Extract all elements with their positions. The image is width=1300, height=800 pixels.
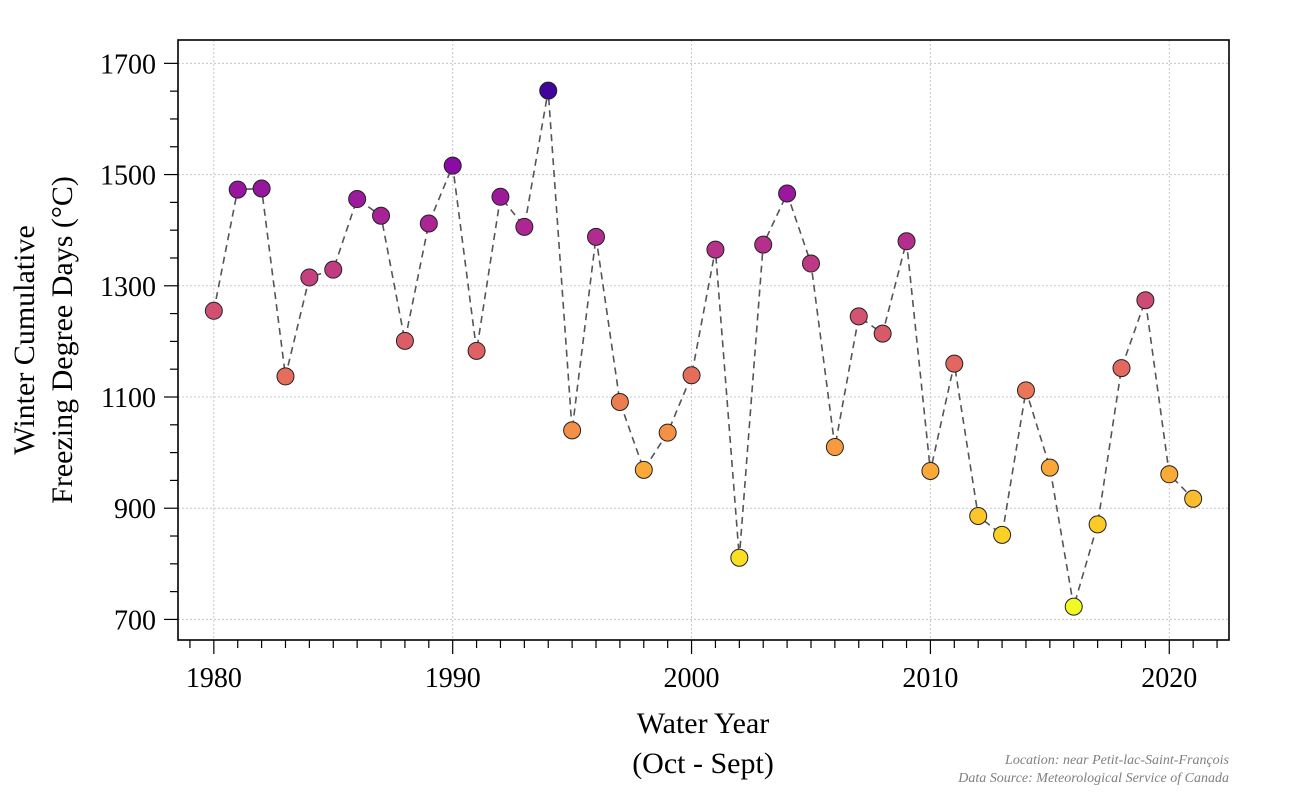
data-point — [443, 156, 462, 175]
data-point — [348, 190, 367, 209]
data-point — [849, 307, 868, 326]
data-point — [467, 341, 486, 360]
data-point — [324, 260, 343, 279]
x-axis: 1980 1990 2000 2010 2020 — [186, 640, 1218, 694]
data-point — [1016, 381, 1035, 400]
y-tick-label: 700 — [114, 605, 156, 636]
data-point — [563, 421, 582, 440]
data-point — [491, 187, 510, 206]
data-point — [300, 268, 319, 287]
data-point — [610, 393, 629, 412]
data-point — [801, 254, 820, 273]
data-point — [993, 525, 1012, 544]
y-axis-subtitle: Freezing Degree Days (°C) — [46, 176, 79, 504]
data-point — [873, 324, 892, 343]
data-point — [754, 235, 773, 254]
data-point — [658, 423, 677, 442]
x-tick-label: 2000 — [664, 663, 720, 694]
data-point — [252, 179, 271, 198]
data-point — [682, 366, 701, 385]
plot-frame — [177, 39, 1230, 641]
data-point — [1136, 291, 1155, 310]
y-axis-title: Winter Cumulative — [8, 225, 41, 455]
data-point — [228, 180, 247, 199]
x-tick-label: 2020 — [1141, 663, 1197, 694]
data-point — [945, 354, 964, 373]
data-point — [1112, 359, 1131, 378]
y-tick-label: 1500 — [100, 161, 156, 192]
data-point — [1160, 465, 1179, 484]
data-point — [730, 548, 749, 567]
x-tick-label: 2010 — [902, 663, 958, 694]
data-point — [1064, 597, 1083, 616]
data-point — [372, 206, 391, 225]
location-note: Location: near Petit-lac-Saint-François — [1004, 753, 1230, 768]
data-point — [1040, 458, 1059, 477]
x-tick-label: 1980 — [186, 663, 242, 694]
y-tick-label: 1700 — [100, 49, 156, 80]
data-point — [276, 367, 295, 386]
data-point — [587, 227, 606, 246]
y-tick-label: 1100 — [101, 383, 156, 414]
series-connector-line — [213, 90, 1194, 607]
data-point — [419, 214, 438, 233]
x-axis-subtitle: (Oct - Sept) — [632, 747, 774, 780]
data-point — [825, 438, 844, 457]
grid — [178, 40, 1229, 640]
data-point — [921, 461, 940, 480]
y-tick-label: 900 — [114, 494, 156, 525]
x-tick-label: 1990 — [425, 663, 481, 694]
data-point — [969, 506, 988, 525]
data-point — [897, 232, 916, 251]
data-point — [706, 240, 725, 259]
data-point — [778, 184, 797, 203]
x-axis-title: Water Year — [637, 707, 770, 740]
data-point — [539, 81, 558, 100]
y-axis: 700 900 1100 1300 1500 1700 — [100, 49, 178, 636]
data-point — [395, 331, 414, 350]
data-point — [204, 301, 223, 320]
y-tick-label: 1300 — [100, 272, 156, 303]
data-point — [515, 217, 534, 236]
data-point — [1088, 515, 1107, 534]
data-source-note: Data Source: Meteorological Service of C… — [957, 771, 1229, 786]
data-point — [634, 460, 653, 479]
data-point — [1184, 489, 1203, 508]
data-points — [204, 81, 1203, 616]
